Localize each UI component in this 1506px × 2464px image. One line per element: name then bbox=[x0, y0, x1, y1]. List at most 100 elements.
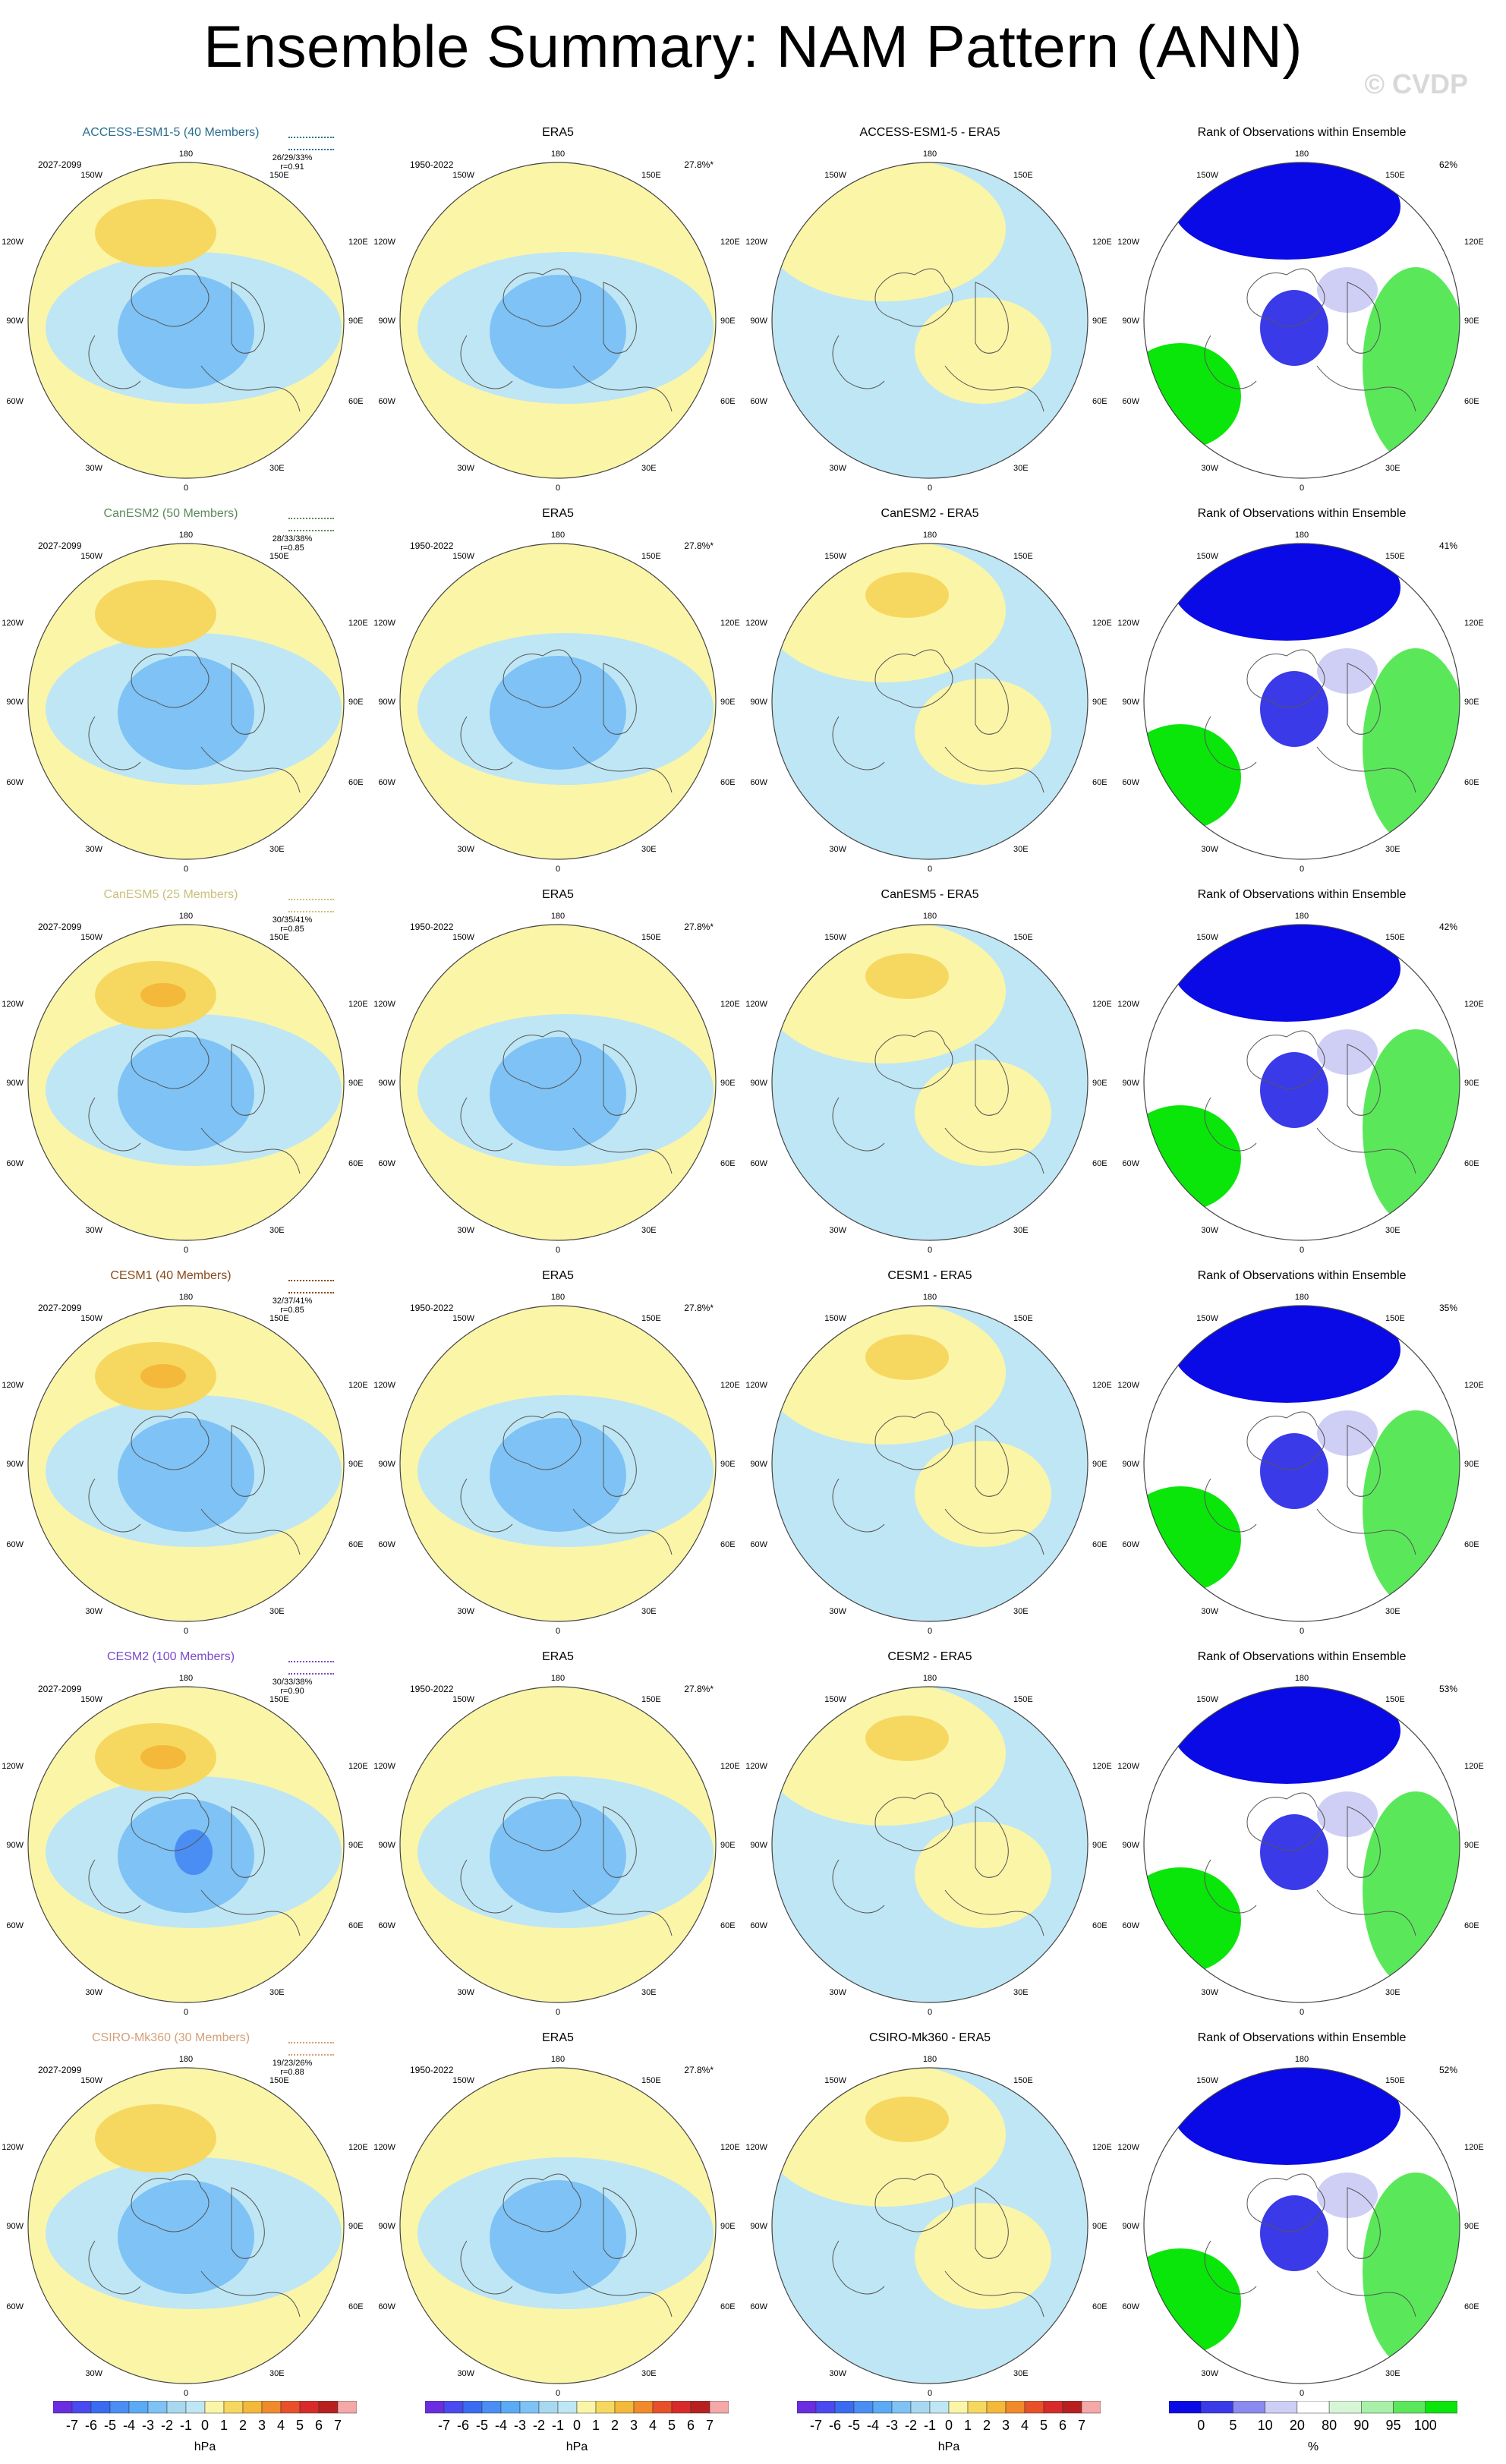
colorbar-swatch bbox=[948, 2400, 969, 2414]
lon-label-ul: 120W bbox=[745, 2143, 767, 2152]
lon-label-ll: 60W bbox=[378, 2302, 395, 2311]
lon-label-ml: 90W bbox=[378, 2222, 395, 2231]
lon-label-mr: 90E bbox=[1464, 1841, 1479, 1850]
lon-label-tr: 150E bbox=[1013, 2076, 1033, 2085]
period-label: 2027-2099 bbox=[38, 540, 82, 551]
lon-label-mr: 90E bbox=[1092, 698, 1107, 707]
diff-panel: 180 150W 150E 120W 120E 90W 90E 60W 60E 30W 30E 0 Ca… bbox=[744, 503, 1116, 882]
colorbar-swatch bbox=[576, 2400, 597, 2414]
lon-label-ur: 120E bbox=[1464, 2143, 1484, 2152]
colorbar-tick-label: -5 bbox=[476, 2418, 488, 2433]
model-title: CanESM2 (50 Members) bbox=[103, 507, 238, 520]
lon-label-lr: 60E bbox=[1092, 778, 1107, 787]
diff-panel: 180 150W 150E 120W 120E 90W 90E 60W 60E 30W 30E 0 Ca… bbox=[744, 884, 1116, 1263]
stats-correlation: r=0.85 bbox=[280, 1306, 304, 1315]
lon-label-lr: 60E bbox=[348, 1921, 364, 1930]
lon-label-tr: 150E bbox=[1385, 171, 1405, 180]
lon-label-top: 180 bbox=[551, 2055, 565, 2064]
map-outline bbox=[771, 162, 1089, 479]
rank-low-region bbox=[1173, 2068, 1400, 2165]
negative-anomaly-core bbox=[118, 1418, 254, 1532]
lon-label-ll: 60W bbox=[750, 1159, 767, 1168]
lon-label-ml: 90W bbox=[6, 317, 24, 326]
member-spread-glyph bbox=[288, 1280, 334, 1293]
colorbar-tick-label: 6 bbox=[315, 2418, 323, 2433]
positive-anomaly bbox=[915, 679, 1051, 785]
rank-low-region bbox=[1260, 2195, 1328, 2271]
map-outline bbox=[1143, 162, 1460, 479]
lon-label-br: 30E bbox=[1385, 1607, 1400, 1616]
lon-label-tl: 150W bbox=[824, 1695, 846, 1704]
lon-label-ml: 90W bbox=[750, 1841, 767, 1850]
rank-low-region bbox=[1173, 1306, 1400, 1403]
lon-label-bl: 30W bbox=[85, 1607, 102, 1616]
lon-label-tr: 150E bbox=[641, 933, 661, 942]
model-map: 180 150W 150E 120W 120E 90W 90E 60W 60E 30W 30E 0 bbox=[2, 150, 367, 493]
negative-anomaly-core bbox=[490, 656, 626, 770]
colorbar-swatch bbox=[538, 2400, 559, 2414]
lon-label-bl: 30W bbox=[1201, 1607, 1218, 1616]
ensemble-row: 180 150W 150E 120W 120E 90W 90E 60W 60E 30W 30E 0 CE… bbox=[0, 1265, 1506, 1644]
rank-map: 180 150W 150E 120W 120E 90W 90E 60W 60E 30W 30E 0 bbox=[1117, 1674, 1483, 2017]
period-label: 1950-2022 bbox=[410, 1684, 454, 1694]
colorbar-tick-label: -4 bbox=[123, 2418, 135, 2433]
obs-title: ERA5 bbox=[542, 1269, 574, 1282]
lon-label-ur: 120E bbox=[720, 1000, 740, 1009]
rank-panel: 180 150W 150E 120W 120E 90W 90E 60W 60E 30W 30E 0 Ra… bbox=[1116, 884, 1488, 1263]
rank-title: Rank of Observations within Ensemble bbox=[1197, 1269, 1407, 1282]
rank-low-region bbox=[1260, 290, 1328, 366]
rank-percent: 52% bbox=[1438, 2065, 1457, 2075]
lon-label-ur: 120E bbox=[1464, 619, 1484, 628]
colorbar-hpa-1: -7 -6 -5 -4 -3 -2 -1 0 1 2 3 4 5 6 7 hPa bbox=[52, 2400, 358, 2454]
colorbar-swatches: -7 -6 -5 -4 -3 -2 -1 0 1 2 3 4 5 6 7 bbox=[52, 2400, 358, 2433]
lon-label-lr: 60E bbox=[1464, 1540, 1479, 1549]
colorbar-tick-label: -4 bbox=[495, 2418, 507, 2433]
lon-label-ul: 120W bbox=[373, 1762, 395, 1771]
lon-label-tl: 150W bbox=[1196, 552, 1218, 561]
lon-label-bottom: 0 bbox=[184, 1627, 188, 1636]
obs-map: 180 150W 150E 120W 120E 90W 90E 60W 60E 30W 30E 0 bbox=[373, 2055, 739, 2398]
positive-anomaly-core bbox=[140, 983, 186, 1007]
lon-label-bl: 30W bbox=[829, 1988, 846, 1997]
pattern-stats: 32/37/41% r=0.85 bbox=[262, 1297, 323, 1315]
difference-title: CanESM5 - ERA5 bbox=[881, 888, 979, 901]
lon-label-lr: 60E bbox=[348, 1540, 364, 1549]
colorbar-tick-label: -7 bbox=[810, 2418, 822, 2433]
lon-label-tl: 150W bbox=[80, 171, 102, 180]
coastline bbox=[460, 649, 673, 793]
lon-label-ll: 60W bbox=[750, 778, 767, 787]
lon-label-br: 30E bbox=[269, 2369, 285, 2378]
lon-label-br: 30E bbox=[1385, 845, 1400, 854]
positive-anomaly bbox=[915, 1060, 1051, 1166]
lon-label-tl: 150W bbox=[1196, 933, 1218, 942]
lon-label-ur: 120E bbox=[348, 1762, 368, 1771]
negative-anomaly-core bbox=[490, 1799, 626, 1913]
lon-label-ll: 60W bbox=[1122, 1921, 1139, 1930]
positive-anomaly bbox=[95, 580, 216, 648]
variance-explained: 27.8%* bbox=[684, 2065, 714, 2075]
lon-label-mr: 90E bbox=[720, 1460, 736, 1469]
lon-label-mr: 90E bbox=[348, 2222, 364, 2231]
colorbar-swatch bbox=[481, 2400, 502, 2414]
lon-label-mr: 90E bbox=[1464, 698, 1479, 707]
colorbar-swatch bbox=[986, 2400, 1007, 2414]
lon-label-bl: 30W bbox=[85, 464, 102, 473]
obs-panel: 180 150W 150E 120W 120E 90W 90E 60W 60E 30W 30E 0 ER… bbox=[372, 503, 744, 882]
lon-label-top: 180 bbox=[923, 1293, 937, 1302]
lon-label-br: 30E bbox=[269, 845, 285, 854]
lon-label-tl: 150W bbox=[824, 171, 846, 180]
period-label: 2027-2099 bbox=[38, 1303, 82, 1313]
lon-label-mr: 90E bbox=[1092, 1079, 1107, 1088]
lon-label-tl: 150W bbox=[452, 171, 474, 180]
colorbar-swatches: -7 -6 -5 -4 -3 -2 -1 0 1 2 3 4 5 6 7 bbox=[796, 2400, 1101, 2433]
rank-low-region bbox=[1260, 1433, 1328, 1509]
rank-percent: 62% bbox=[1438, 159, 1457, 170]
colorbar-tick-label: 0 bbox=[1197, 2418, 1205, 2433]
colorbar-unit: % bbox=[1307, 2440, 1319, 2453]
map-outline bbox=[1143, 924, 1460, 1241]
map-outline bbox=[399, 2067, 717, 2384]
colorbar-tick-label: -2 bbox=[533, 2418, 545, 2433]
lon-label-ll: 60W bbox=[6, 2302, 24, 2311]
lon-label-bottom: 0 bbox=[928, 1627, 932, 1636]
map-outline bbox=[27, 2067, 345, 2384]
